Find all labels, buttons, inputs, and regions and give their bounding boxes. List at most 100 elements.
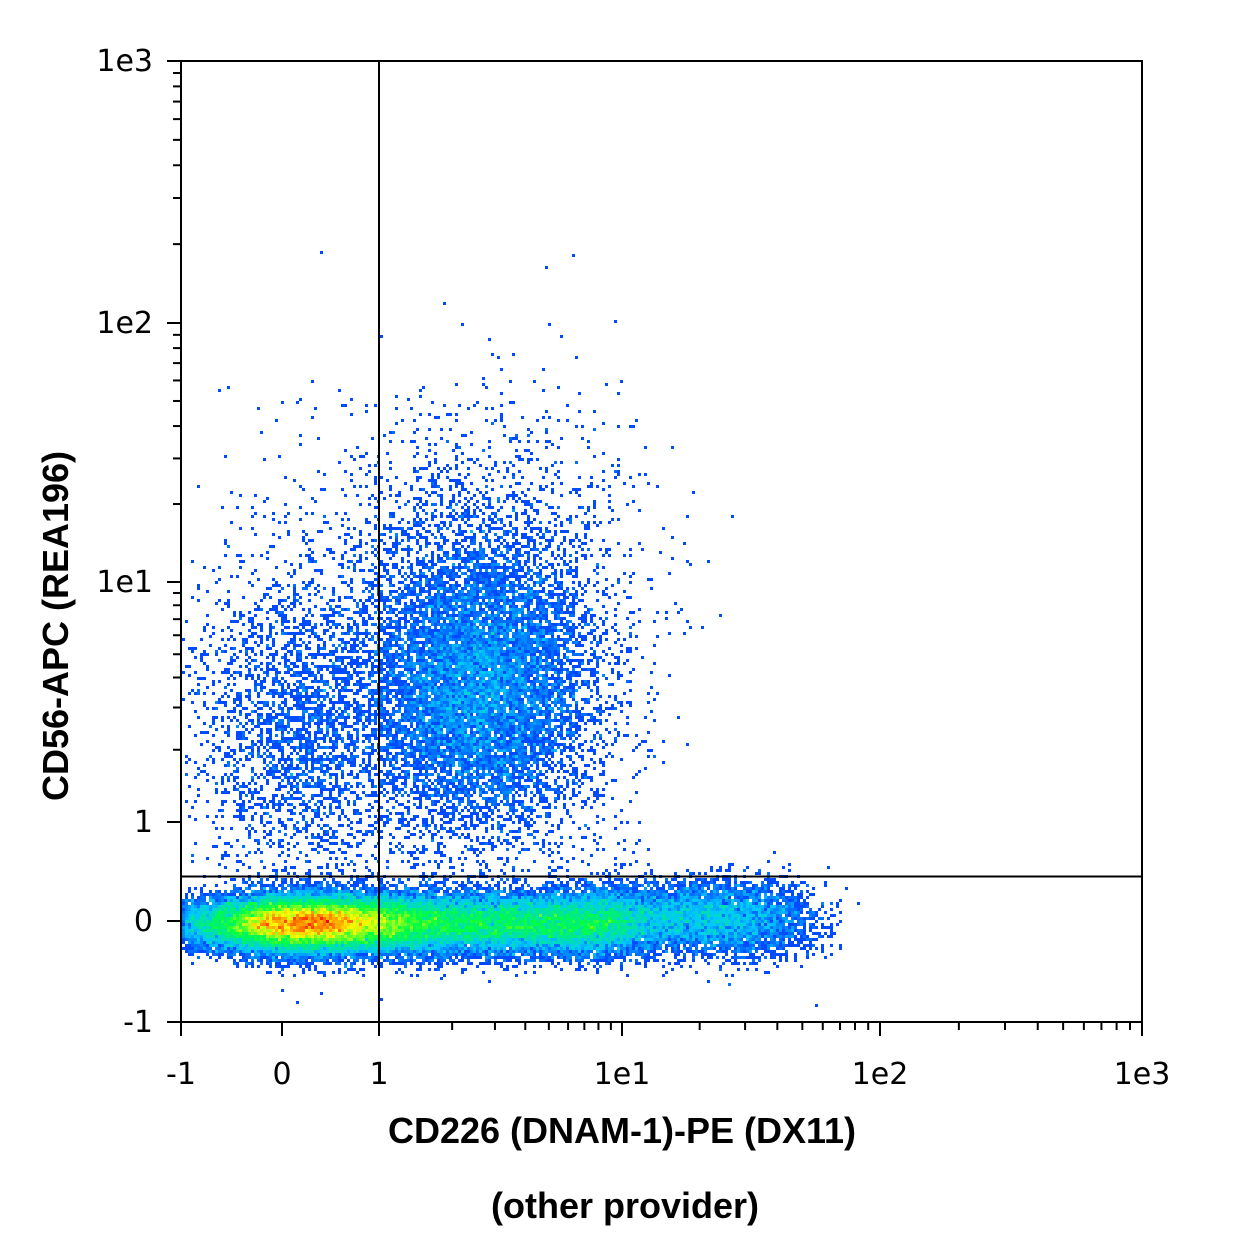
- density-dot: [278, 911, 281, 914]
- density-dot: [251, 893, 254, 896]
- density-dot: [617, 944, 620, 947]
- density-dot: [596, 938, 599, 941]
- density-dot: [689, 923, 692, 926]
- density-dot: [350, 962, 353, 965]
- density-dot: [737, 893, 740, 896]
- density-dot: [752, 920, 755, 923]
- density-dot: [647, 848, 650, 851]
- density-dot: [695, 887, 698, 890]
- density-dot: [308, 956, 311, 959]
- density-dot: [470, 911, 473, 914]
- density-dot: [635, 938, 638, 941]
- density-dot: [446, 893, 449, 896]
- density-dot: [503, 926, 506, 929]
- density-dot: [200, 926, 203, 929]
- density-dot: [662, 908, 665, 911]
- density-dot: [704, 911, 707, 914]
- density-dot: [788, 905, 791, 908]
- density-dot: [629, 902, 632, 905]
- density-dot: [629, 920, 632, 923]
- density-dot: [728, 896, 731, 899]
- density-dot: [578, 899, 581, 902]
- density-dot: [524, 878, 527, 881]
- density-dot: [353, 953, 356, 956]
- density-dot: [599, 932, 602, 935]
- density-dot: [218, 944, 221, 947]
- density-dot: [527, 908, 530, 911]
- density-dot: [596, 971, 599, 974]
- density-dot: [746, 950, 749, 953]
- density-dot: [707, 923, 710, 926]
- density-dot: [257, 899, 260, 902]
- density-dot: [224, 944, 227, 947]
- density-dot: [566, 896, 569, 899]
- density-dot: [368, 920, 371, 923]
- density-dot: [191, 920, 194, 923]
- density-dot: [353, 926, 356, 929]
- density-dot: [461, 944, 464, 947]
- density-dot: [473, 908, 476, 911]
- density-dot: [260, 890, 263, 893]
- density-dot: [506, 917, 509, 920]
- density-dot: [329, 944, 332, 947]
- density-dot: [362, 905, 365, 908]
- density-dot: [332, 899, 335, 902]
- density-dot: [449, 938, 452, 941]
- density-dot: [488, 911, 491, 914]
- density-dot: [677, 941, 680, 944]
- density-dot: [251, 938, 254, 941]
- density-dot: [722, 926, 725, 929]
- density-dot: [509, 947, 512, 950]
- density-dot: [578, 965, 581, 968]
- density-dot: [569, 956, 572, 959]
- density-dot: [749, 914, 752, 917]
- density-dot: [410, 908, 413, 911]
- density-dot: [560, 923, 563, 926]
- density-dot: [737, 944, 740, 947]
- density-dot: [674, 929, 677, 932]
- density-dot: [416, 896, 419, 899]
- density-dot: [197, 911, 200, 914]
- density-dot: [671, 896, 674, 899]
- density-dot: [464, 917, 467, 920]
- density-dot: [188, 950, 191, 953]
- density-dot: [236, 947, 239, 950]
- density-dot: [455, 920, 458, 923]
- density-dot: [566, 911, 569, 914]
- density-dot: [608, 932, 611, 935]
- density-dot: [575, 959, 578, 962]
- density-dot: [728, 863, 731, 866]
- density-dot: [332, 953, 335, 956]
- density-dot: [302, 953, 305, 956]
- density-dot: [305, 911, 308, 914]
- density-dot: [215, 938, 218, 941]
- density-dot: [341, 884, 344, 887]
- density-dot: [242, 923, 245, 926]
- density-dot: [284, 869, 287, 872]
- density-dot: [617, 914, 620, 917]
- density-dot: [425, 950, 428, 953]
- density-dot: [320, 896, 323, 899]
- density-dot: [668, 899, 671, 902]
- density-dot: [263, 920, 266, 923]
- density-dot: [452, 926, 455, 929]
- density-dot: [482, 953, 485, 956]
- density-dot: [317, 932, 320, 935]
- density-dot: [479, 932, 482, 935]
- density-dot: [743, 890, 746, 893]
- density-dot: [323, 938, 326, 941]
- density-dot: [449, 959, 452, 962]
- density-dot: [743, 911, 746, 914]
- density-dot: [371, 923, 374, 926]
- density-dot: [749, 956, 752, 959]
- density-dot: [596, 902, 599, 905]
- density-dot: [425, 893, 428, 896]
- density-dot: [299, 938, 302, 941]
- density-dot: [197, 917, 200, 920]
- density-dot: [335, 929, 338, 932]
- density-dot: [695, 914, 698, 917]
- density-dot: [443, 881, 446, 884]
- density-dot: [578, 896, 581, 899]
- density-dot: [656, 911, 659, 914]
- density-dot: [419, 965, 422, 968]
